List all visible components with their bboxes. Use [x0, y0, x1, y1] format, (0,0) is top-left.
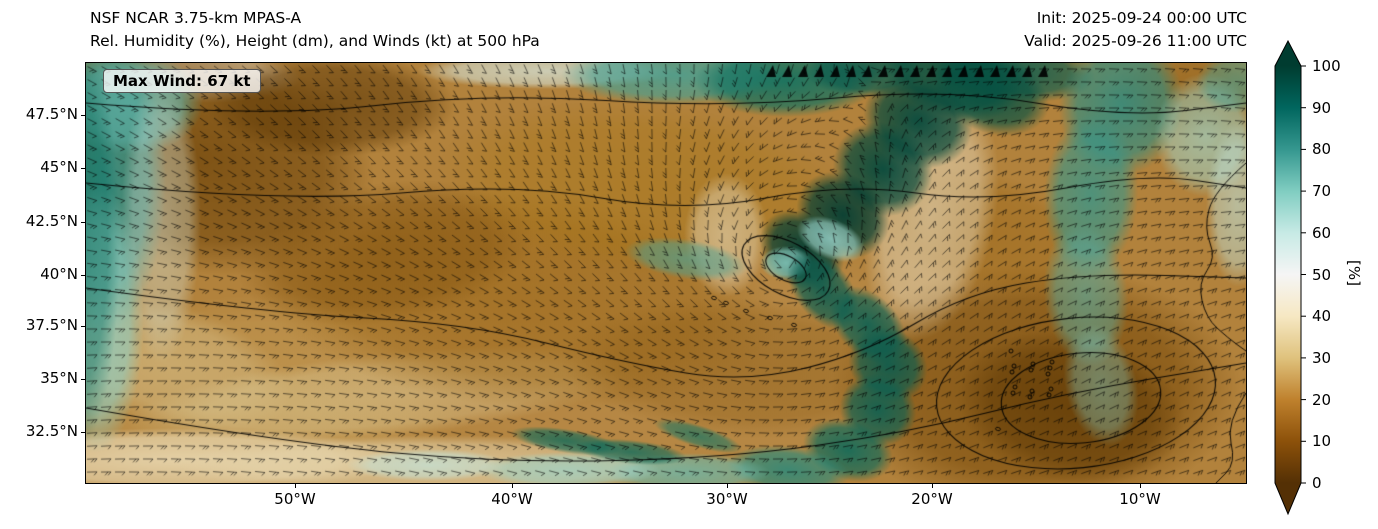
- y-tickmark: [81, 326, 85, 327]
- x-tick-label: 40°W: [491, 490, 533, 508]
- colorbar-tick-label: 40: [1312, 307, 1332, 326]
- y-tick-label: 47.5°N: [25, 105, 78, 123]
- colorbar-tick-label: 20: [1312, 390, 1332, 409]
- y-tickmark: [81, 115, 85, 116]
- colorbar-tick-label: 60: [1312, 223, 1332, 242]
- y-tick-label: 35°N: [40, 369, 78, 387]
- colorbar-tick-label: 100: [1312, 57, 1341, 75]
- colorbar-tick-label: 70: [1312, 182, 1332, 201]
- x-tick-label: 30°W: [706, 490, 748, 508]
- x-tick-label: 20°W: [911, 490, 953, 508]
- colorbar-axis-label: [%]: [1345, 260, 1363, 286]
- y-tick-label: 37.5°N: [25, 316, 78, 334]
- rh-wind-map-canvas: [86, 63, 1246, 483]
- max-wind-annotation: Max Wind: 67 kt: [103, 69, 261, 93]
- colorbar: [1274, 40, 1306, 516]
- figure-subtitle: Rel. Humidity (%), Height (dm), and Wind…: [90, 32, 540, 50]
- colorbar-gradient-bar: [1275, 66, 1301, 483]
- x-tickmark: [512, 484, 513, 488]
- x-tickmark: [932, 484, 933, 488]
- colorbar-tickmarks: [1301, 65, 1306, 484]
- y-tick-label: 45°N: [40, 158, 78, 176]
- map-plot-area: Max Wind: 67 kt: [85, 62, 1247, 484]
- x-tick-label: 50°W: [274, 490, 316, 508]
- init-time-label: Init: 2025-09-24 00:00 UTC: [1036, 9, 1247, 27]
- y-tickmark: [81, 168, 85, 169]
- colorbar-tick-label: 10: [1312, 432, 1332, 451]
- x-tick-label: 10°W: [1119, 490, 1161, 508]
- x-tickmark: [1140, 484, 1141, 488]
- y-tick-label: 42.5°N: [25, 212, 78, 230]
- colorbar-tick-label: 0: [1312, 474, 1322, 492]
- colorbar-tick-label: 90: [1312, 98, 1332, 117]
- x-tickmark: [727, 484, 728, 488]
- colorbar-tick-label: 30: [1312, 348, 1332, 367]
- colorbar-top-arrow: [1275, 41, 1301, 66]
- y-tick-label: 40°N: [40, 265, 78, 283]
- y-tickmark: [81, 222, 85, 223]
- figure-title: NSF NCAR 3.75-km MPAS-A: [90, 9, 302, 27]
- y-tickmark: [81, 275, 85, 276]
- y-tickmark: [81, 432, 85, 433]
- colorbar-tick-label: 80: [1312, 140, 1332, 159]
- colorbar-tick-label: 50: [1312, 265, 1332, 284]
- y-tickmark: [81, 379, 85, 380]
- colorbar-bottom-arrow: [1275, 483, 1301, 514]
- y-tick-label: 32.5°N: [25, 422, 78, 440]
- valid-time-label: Valid: 2025-09-26 11:00 UTC: [1024, 32, 1247, 50]
- x-tickmark: [295, 484, 296, 488]
